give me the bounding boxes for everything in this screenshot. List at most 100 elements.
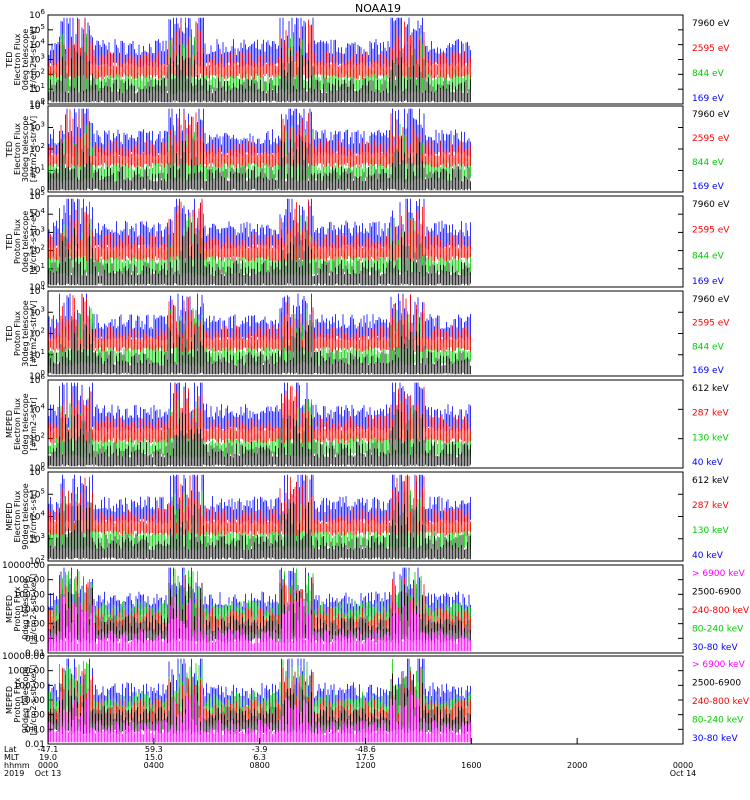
y-axis-label: MEPED — [5, 503, 14, 531]
legend-entry: 240-800 keV — [692, 606, 750, 616]
y-tick-label: 104 — [29, 207, 45, 220]
x-tick-date: Oct 13 — [35, 769, 62, 778]
legend-entry: 844 eV — [692, 251, 725, 261]
y-axis-label: MEPED — [5, 410, 14, 438]
y-axis-label: TED — [5, 141, 14, 158]
y-tick-label: 103 — [29, 225, 45, 238]
y-axis-label: [#/cm2-s-str-eV] — [29, 26, 38, 92]
y-axis-label: 0deg telescope — [21, 578, 30, 639]
figure-title: NOAA19 — [355, 2, 401, 15]
x-tick-label: 1600 — [461, 761, 481, 770]
y-tick-label: 103 — [29, 532, 45, 545]
legend-entry: 169 eV — [692, 366, 725, 376]
plot-frame — [47, 379, 684, 469]
y-tick-label: 0.10 — [25, 725, 45, 735]
panels: 100 101 102 103 104 105 106 TED Electron Flux 0de… — [2, 8, 750, 750]
legend-entry: 80-240 keV — [692, 625, 744, 635]
legend-entry: 2595 eV — [692, 134, 730, 144]
legend-entry: 612 keV — [692, 384, 729, 394]
legend-entry: 844 eV — [692, 158, 725, 168]
panel-8: 0.01 0.10 1.00 10.00 100.00 1000.00 10000.00 ME… — [2, 652, 750, 750]
y-axis-label: 0deg telescope — [21, 393, 30, 454]
y-tick-label: 10000.00 — [2, 652, 45, 662]
series-trace — [48, 198, 471, 262]
x-tick-lat: -47.1 — [38, 745, 59, 754]
y-tick-label: 101 — [29, 348, 45, 361]
panel-2: 100 101 102 103 104 TED Electron Flux 30deg tel… — [5, 99, 730, 198]
legend-entry: 40 keV — [692, 551, 724, 561]
x-tick-mlt: 6.3 — [253, 753, 266, 762]
legend-entry: 7960 eV — [692, 110, 730, 120]
legend-entry: 2595 eV — [692, 319, 730, 329]
x-tick-lat: -3.9 — [252, 745, 268, 754]
x-row-label: MLT — [4, 753, 19, 762]
legend-entry: 2595 eV — [692, 226, 730, 236]
y-axis-label: 30deg telescope — [21, 300, 30, 367]
y-axis-label: MEPED — [5, 686, 14, 714]
legend-entry: 844 eV — [692, 342, 725, 352]
legend-entry: 169 eV — [692, 182, 725, 192]
legend-entry: > 6900 keV — [692, 660, 746, 670]
panel-5: 100 102 104 106 MEPED Electron Flux 0deg teles… — [5, 373, 729, 474]
y-tick-label: 105 — [29, 487, 45, 500]
legend-entry: 287 keV — [692, 409, 729, 419]
x-tick-label: 0000 — [673, 761, 693, 770]
y-tick-label: 100 — [29, 280, 45, 293]
series-trace — [48, 596, 471, 652]
legend-entry: 2595 eV — [692, 44, 730, 54]
y-tick-label: 103 — [29, 121, 45, 134]
y-tick-label: 103 — [29, 53, 45, 66]
y-axis-label: [#/cm2-s-str-eV] — [29, 116, 38, 182]
y-tick-label: 100.00 — [14, 681, 46, 691]
y-tick-label: 101 — [29, 164, 45, 177]
panel-3: 100 101 102 103 104 105 TED Proton Flux 0deg tel… — [5, 189, 730, 293]
y-axis-label: 0deg telescope — [21, 211, 30, 272]
x-tick-lat: 59.3 — [145, 745, 163, 754]
x-tick-label: 2000 — [567, 761, 587, 770]
y-tick-label: 0.01 — [25, 740, 45, 750]
y-tick-label: 106 — [29, 373, 45, 386]
y-tick-label: 0.01 — [25, 649, 45, 659]
legend-entry: 2500-6900 — [692, 588, 741, 598]
legend-entry: 612 keV — [692, 476, 729, 486]
series-trace — [48, 502, 471, 560]
y-axis-label: Proton Flux — [13, 311, 22, 356]
y-tick-label: 105 — [29, 189, 45, 202]
y-tick-label: 100 — [29, 185, 45, 198]
y-axis-label: TED — [5, 233, 14, 250]
y-tick-label: 100.00 — [14, 590, 46, 600]
y-axis-label: Proton Flux — [13, 586, 22, 631]
legend-entry: 169 eV — [692, 277, 725, 287]
x-tick-date: Oct 14 — [670, 769, 697, 778]
y-axis-label: Electron Flux — [13, 490, 22, 542]
series-trace — [48, 475, 471, 537]
y-tick-label: 104 — [29, 510, 45, 523]
legend-entry: 30-80 keV — [692, 643, 738, 653]
legend-entry: 40 keV — [692, 458, 724, 468]
legend-entry: 240-800 keV — [692, 697, 750, 707]
y-tick-label: 105 — [29, 23, 45, 36]
y-tick-label: 104 — [29, 38, 45, 51]
x-tick-lat: -48.6 — [355, 745, 376, 754]
series-trace — [48, 44, 471, 103]
y-tick-label: 1000.00 — [8, 576, 45, 586]
y-tick-label: 102 — [29, 432, 45, 445]
x-tick-mlt: 15.0 — [145, 753, 163, 762]
panel-6: 102 103 104 105 106 MEPED Electron Flux 90deg t… — [5, 465, 729, 567]
y-axis-label: [#/cm2-s-str] — [29, 490, 38, 543]
y-tick-label: 104 — [29, 402, 45, 415]
legend-entry: 169 eV — [692, 94, 725, 104]
y-axis-label: MEPED — [5, 595, 14, 623]
legend-entry: 130 keV — [692, 433, 729, 443]
y-axis-label: 0deg telescope — [21, 29, 30, 90]
y-tick-label: 100 — [29, 461, 45, 474]
y-tick-label: 104 — [29, 284, 45, 297]
series-trace — [48, 227, 471, 286]
y-tick-label: 100 — [29, 369, 45, 382]
legend-entry: 80-240 keV — [692, 716, 744, 726]
y-axis-label: [#/cm2-s-str] — [29, 397, 38, 450]
legend-entry: 7960 eV — [692, 295, 730, 305]
series-trace — [48, 135, 471, 191]
